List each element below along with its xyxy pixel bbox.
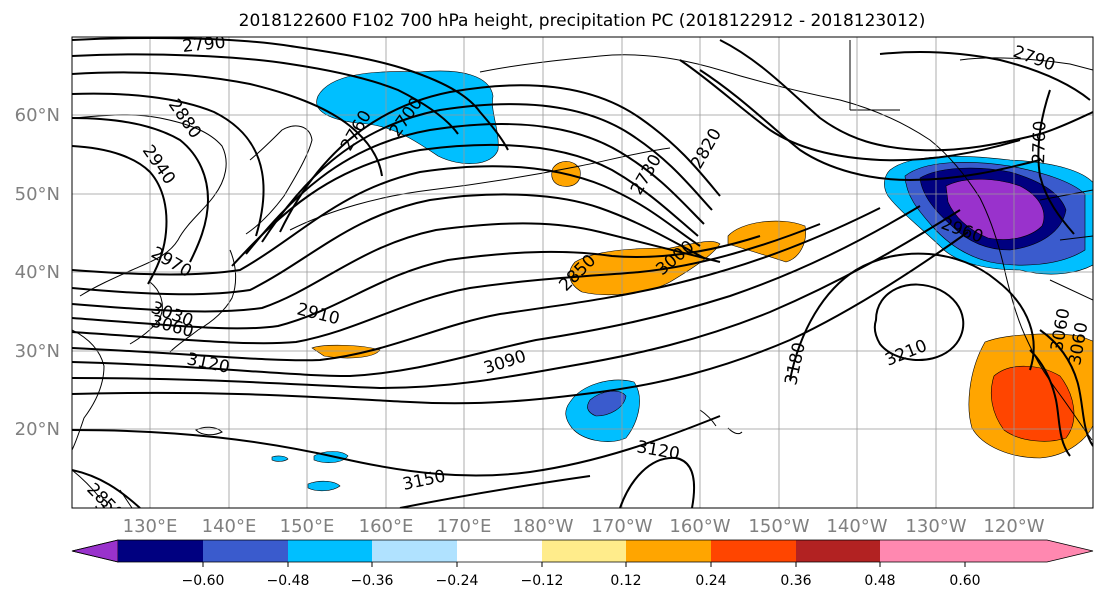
- colorbar-segment: [203, 540, 288, 562]
- lon-label-150w: 150°W: [748, 516, 809, 537]
- precip-anomaly-gulf: [727, 220, 806, 263]
- coastlines: [72, 40, 1093, 508]
- precip-anomaly-small-3: [271, 455, 289, 462]
- colorbar-tick-label: −0.60: [182, 573, 225, 589]
- lat-labels: 60°N 50°N 40°N 30°N 20°N: [15, 105, 60, 440]
- contour-trough-1: [72, 37, 509, 151]
- colorbar-tick-label: 0.24: [695, 573, 726, 589]
- contour-high-1: [873, 283, 965, 361]
- lon-labels: 130°E 140°E 150°E 160°E 170°E 180°W 170°…: [123, 516, 1045, 537]
- contour-label: 2790: [181, 33, 226, 57]
- lon-label-160w: 160°W: [669, 516, 730, 537]
- contour-jet-6: [72, 193, 705, 296]
- coast-alaska: [479, 54, 1093, 441]
- colorbar-segment: [118, 540, 203, 562]
- colorbar-tick-label: 0.36: [780, 573, 811, 589]
- lon-label-140e: 140°E: [202, 516, 257, 537]
- contour-jet-13: [72, 231, 969, 405]
- precip-shading: [271, 70, 1093, 492]
- coast-kamchatka: [245, 125, 313, 235]
- colorbar-extend-min: [71, 539, 119, 563]
- lon-label-140w: 140°W: [826, 516, 887, 537]
- contour-south-5: [399, 475, 591, 508]
- colorbar-ticks: [202, 562, 966, 567]
- contour-south-4: [619, 456, 696, 508]
- colorbar-extend-max: [965, 540, 1093, 562]
- island-small-1: [195, 426, 223, 436]
- contour-trough-3: [72, 71, 383, 177]
- colorbar-tick-label: 0.12: [610, 573, 641, 589]
- colorbar-segment: [711, 540, 796, 562]
- precip-anomaly-small-2: [307, 480, 341, 492]
- contour-jet-9: [72, 223, 821, 345]
- map-frame: [71, 36, 1094, 509]
- contour-east-2: [1037, 89, 1075, 235]
- colorbar-tick-label: −0.48: [267, 573, 310, 589]
- coast-canada-north: [849, 40, 1093, 111]
- contour-trough-4: [72, 92, 265, 237]
- lon-label-170e: 170°E: [437, 516, 492, 537]
- contour-jet-3: [245, 123, 705, 255]
- colorbar-tick-label: −0.24: [436, 573, 479, 589]
- contour-south-1: [789, 252, 1035, 381]
- colorbar-tick-label: −0.12: [521, 573, 564, 589]
- colorbar-segment: [880, 540, 965, 562]
- contour-jet-2: [261, 103, 713, 243]
- contour-baja-2: [1029, 349, 1071, 457]
- lat-label-40n: 40°N: [15, 262, 60, 283]
- colorbar-segment: [372, 540, 457, 562]
- colorbar-tick-label: 0.60: [949, 573, 980, 589]
- colorbar: −0.60 −0.48 −0.36 −0.24 −0.12 0.12 0.24 …: [71, 539, 1094, 589]
- height-contours: [72, 37, 1093, 508]
- lat-label-50n: 50°N: [15, 184, 60, 205]
- contour-baja-1: [1039, 329, 1093, 447]
- contour-jet-5: [72, 165, 701, 276]
- contour-ridge-1: [699, 69, 1041, 182]
- coast-aleutians: [289, 147, 671, 231]
- contour-jet-1: [279, 84, 721, 233]
- lon-label-120w: 120°W: [983, 516, 1044, 537]
- colorbar-tick-label: 0.48: [864, 573, 895, 589]
- contour-label: 2760: [1029, 120, 1050, 164]
- colorbar-segment: [542, 540, 626, 562]
- contour-jet-12: [72, 209, 961, 390]
- colorbar-segment: [796, 540, 880, 562]
- lat-label-30n: 30°N: [15, 341, 60, 362]
- colorbar-tick-labels: −0.60 −0.48 −0.36 −0.24 −0.12 0.12 0.24 …: [182, 573, 981, 589]
- colorbar-segment: [457, 540, 542, 562]
- lon-label-180w: 180°W: [512, 516, 573, 537]
- contour-jet-10: [72, 207, 881, 362]
- coast-asia: [72, 114, 227, 297]
- colorbar-segment: [288, 540, 372, 562]
- lon-label-130w: 130°W: [905, 516, 966, 537]
- contour-south-3: [72, 469, 141, 508]
- contour-ridge-3: [719, 39, 1093, 152]
- contour-jet-7: [72, 222, 721, 313]
- gridlines: [72, 37, 1093, 508]
- contour-trough-5: [72, 117, 210, 263]
- contour-jet-11: [72, 205, 921, 378]
- contour-east-1: [879, 51, 1091, 101]
- figure-title: 2018122600 F102 700 hPa height, precipit…: [239, 11, 926, 31]
- colorbar-outline: [71, 539, 1094, 563]
- colorbar-tick-label: −0.36: [351, 573, 394, 589]
- coast-korea: [129, 281, 163, 345]
- lon-label-130e: 130°E: [123, 516, 178, 537]
- lon-label-160e: 160°E: [359, 516, 414, 537]
- lon-label-170w: 170°W: [591, 516, 652, 537]
- map-panel: 2790 2790 2880 2940 2970 3030 3060 2760 …: [15, 33, 1094, 537]
- contour-trough-6: [72, 145, 168, 285]
- contour-south-2: [72, 415, 721, 477]
- coast-japan: [169, 249, 237, 353]
- lat-label-60n: 60°N: [15, 105, 60, 126]
- contour-ridge-2: [679, 59, 1021, 162]
- contour-jet-8: [72, 235, 761, 330]
- lat-label-20n: 20°N: [15, 419, 60, 440]
- contour-trough-2: [72, 53, 459, 135]
- lon-label-150e: 150°E: [280, 516, 335, 537]
- colorbar-segment: [626, 540, 711, 562]
- contour-jet-4: [231, 143, 699, 267]
